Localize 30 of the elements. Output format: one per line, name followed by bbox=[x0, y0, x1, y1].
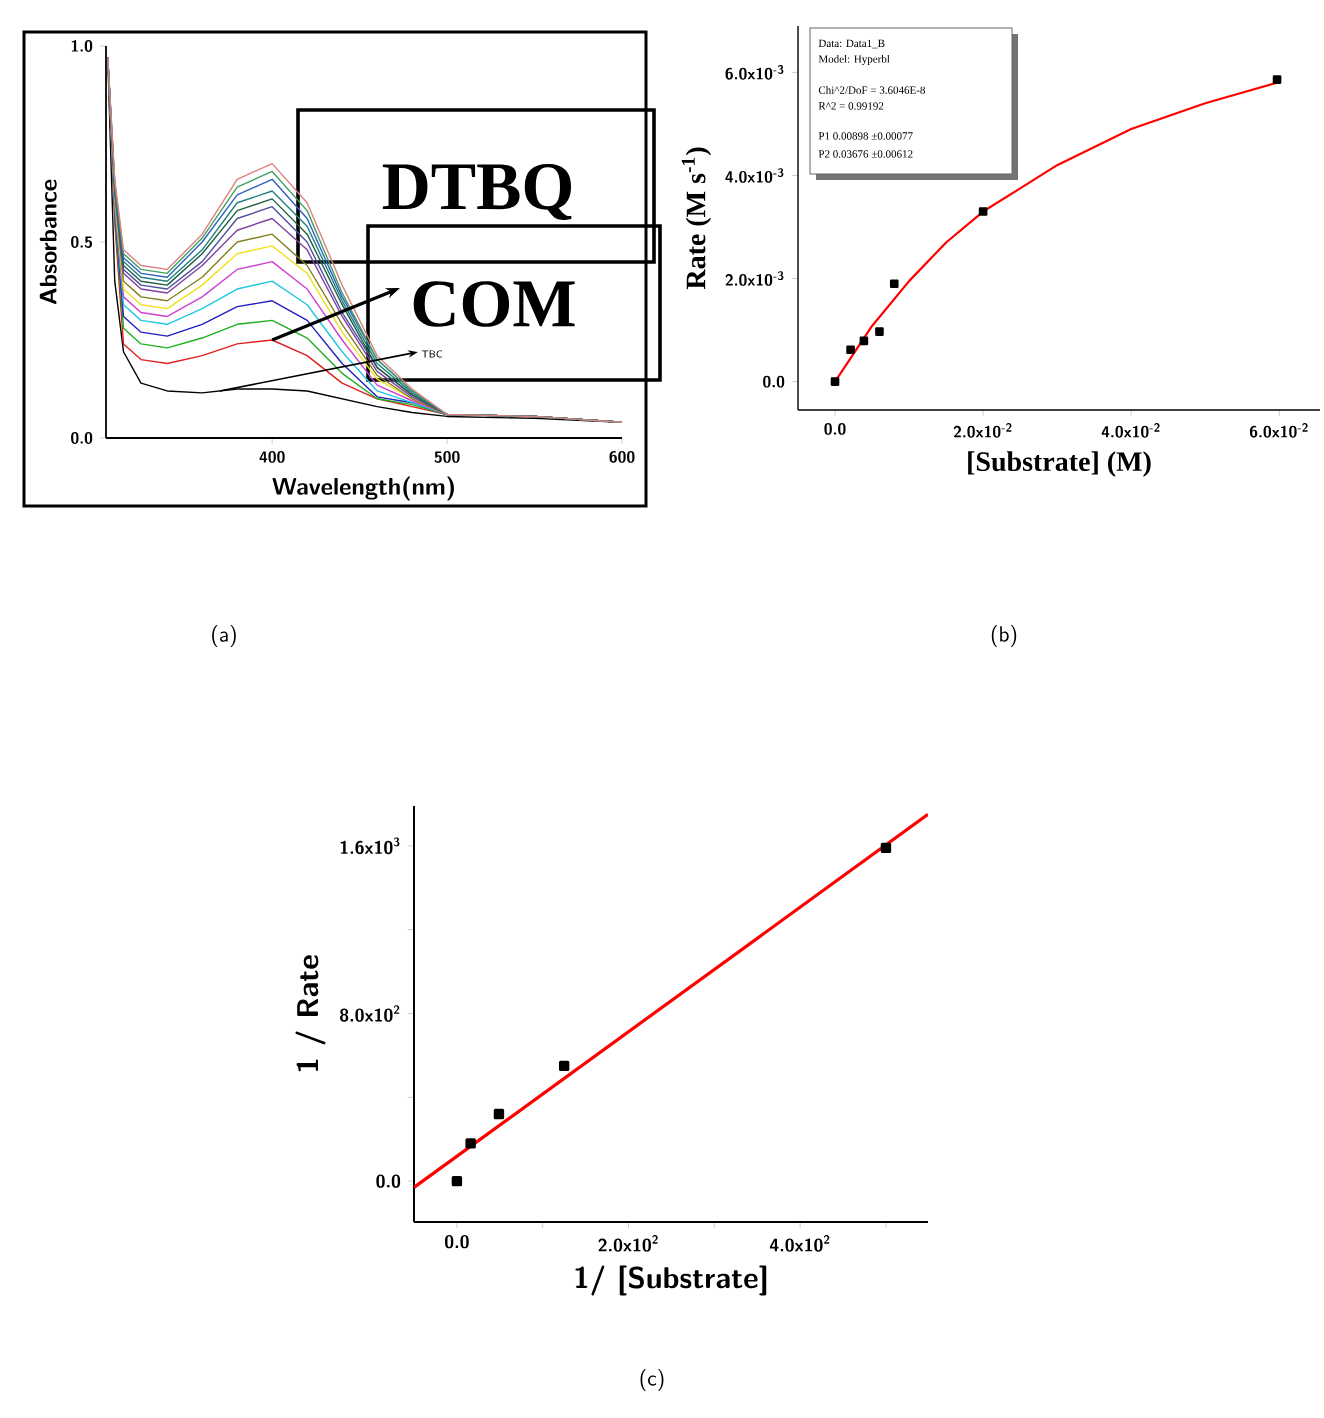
y-tick-label: 4.0x10$^{-3}$ bbox=[725, 168, 784, 183]
x-axis-title: 1/ [Substrate] bbox=[575, 1265, 767, 1296]
x-tick-label: 4.0x10$^{-2}$ bbox=[1101, 423, 1160, 438]
x-axis-title: [Substrate] (M) bbox=[968, 451, 1151, 477]
x-tick-label: 2.0x10$^{2}$ bbox=[598, 1235, 658, 1252]
y-axis-title: Absorbance bbox=[39, 179, 57, 305]
x-tick-label: 400 bbox=[259, 451, 285, 463]
x-tick-label: 2.0x10$^{-2}$ bbox=[953, 423, 1012, 438]
annotation: COM bbox=[413, 281, 575, 327]
text: (c) bbox=[640, 1368, 664, 1391]
y-tick-label: 0.0 bbox=[376, 1174, 401, 1188]
x-tick-label: 6.0x10$^{-2}$ bbox=[1249, 423, 1308, 438]
annotation: DTBQ bbox=[382, 163, 572, 220]
y-tick-label: 0.0 bbox=[763, 375, 785, 388]
text: (a) bbox=[212, 624, 236, 647]
x-tick-label: 0.0 bbox=[824, 423, 846, 435]
x-tick-label: 0.0 bbox=[445, 1235, 469, 1249]
x-tick-label: 600 bbox=[609, 451, 635, 463]
y-tick-label: 1.0 bbox=[71, 40, 93, 52]
y-tick-label: 1.6x10$^{3}$ bbox=[340, 837, 400, 855]
y-axis-title: 1 / Rate bbox=[295, 955, 326, 1072]
y-tick-label: 0.5 bbox=[71, 236, 93, 248]
y-tick-label: 2.0x10$^{-3}$ bbox=[725, 271, 784, 286]
text: (b) bbox=[991, 624, 1017, 647]
x-tick-label: 4.0x10$^{2}$ bbox=[769, 1235, 830, 1252]
y-axis-title: Rate (M s$^{-1}$) bbox=[681, 147, 712, 290]
y-tick-label: 6.0x10$^{-3}$ bbox=[725, 65, 784, 80]
x-axis-title: Wavelength(nm) bbox=[272, 476, 454, 501]
x-tick-label: 500 bbox=[434, 451, 460, 463]
y-tick-label: 8.0x10$^{2}$ bbox=[340, 1005, 400, 1022]
